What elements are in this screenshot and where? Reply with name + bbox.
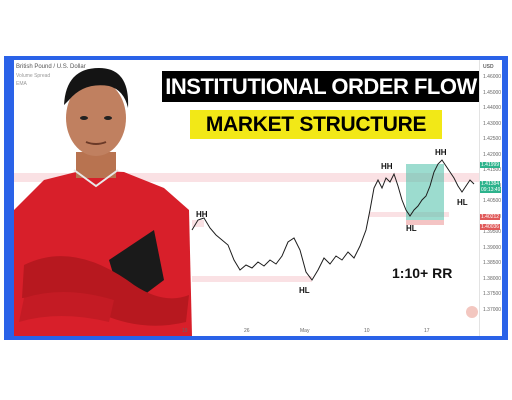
x-tick-3: 10: [364, 328, 370, 334]
chart-canvas: [14, 159, 479, 282]
demand-zone-left: [192, 276, 312, 282]
label-hl-2: HL: [406, 224, 417, 233]
resistance-zone: [14, 173, 479, 182]
label-hh-1: HH: [196, 210, 208, 219]
title-banner: INSTITUTIONAL ORDER FLOW: [162, 71, 480, 102]
label-hh-2: HH: [381, 162, 393, 171]
indicator-label-1: Volume Spread: [16, 73, 51, 79]
indicator-label-2: EMA: [16, 81, 27, 87]
profit-zone-lower: [406, 190, 444, 220]
symbol-label: British Pound / U.S. Dollar: [16, 64, 86, 70]
y-tick: 1.38500: [483, 260, 502, 266]
hh-zone: [192, 220, 204, 227]
y-tick: 1.39500: [483, 229, 502, 235]
y-tick: 1.37000: [483, 306, 502, 313]
price-axis: USD 1.46000 1.45000 1.44000 1.43000 1.42500 1…: [479, 60, 502, 336]
label-hl-1: HL: [299, 286, 310, 295]
x-tick-0: 19: [182, 328, 188, 334]
currency-label: USD: [483, 64, 494, 70]
y-tick: 1.44000: [483, 105, 502, 111]
price-chart: British Pound / U.S. Dollar Volume Sprea…: [14, 60, 502, 336]
stop-zone: [406, 220, 444, 225]
stop-price-tag: 1.40036: [480, 224, 501, 230]
countdown-tag: 09:13:49: [480, 187, 502, 193]
label-hh-3: HH: [435, 148, 447, 157]
x-tick-4: 17: [424, 328, 430, 334]
price-series: [191, 159, 475, 281]
y-tick: 1.38000: [483, 275, 502, 282]
target-price-tag: 1.41999: [480, 162, 501, 168]
entry-price-tag: 1.40212: [480, 214, 501, 220]
current-price-tag: 1.41384: [480, 181, 501, 187]
x-tick-2: May: [300, 328, 310, 334]
y-tick: 1.43000: [483, 120, 502, 127]
y-tick: 1.37500: [483, 291, 502, 297]
video-thumbnail: British Pound / U.S. Dollar Volume Sprea…: [4, 56, 508, 340]
profit-zone: [406, 164, 444, 190]
label-hl-3: HL: [457, 198, 468, 207]
x-tick-1: 26: [244, 328, 250, 334]
y-tick: 1.42500: [483, 136, 502, 142]
y-tick: 1.42000: [483, 151, 502, 158]
subtitle-banner: MARKET STRUCTURE: [190, 110, 442, 139]
y-tick: 1.40500: [483, 198, 502, 204]
risk-reward-label: 1:10+ RR: [392, 265, 453, 281]
tradingview-logo-icon: [466, 306, 478, 318]
y-tick: 1.46000: [483, 74, 502, 80]
y-tick: 1.41500: [483, 167, 502, 173]
y-tick: 1.45000: [483, 89, 502, 96]
presenter-photo: [14, 68, 192, 336]
y-tick: 1.39000: [483, 244, 502, 251]
